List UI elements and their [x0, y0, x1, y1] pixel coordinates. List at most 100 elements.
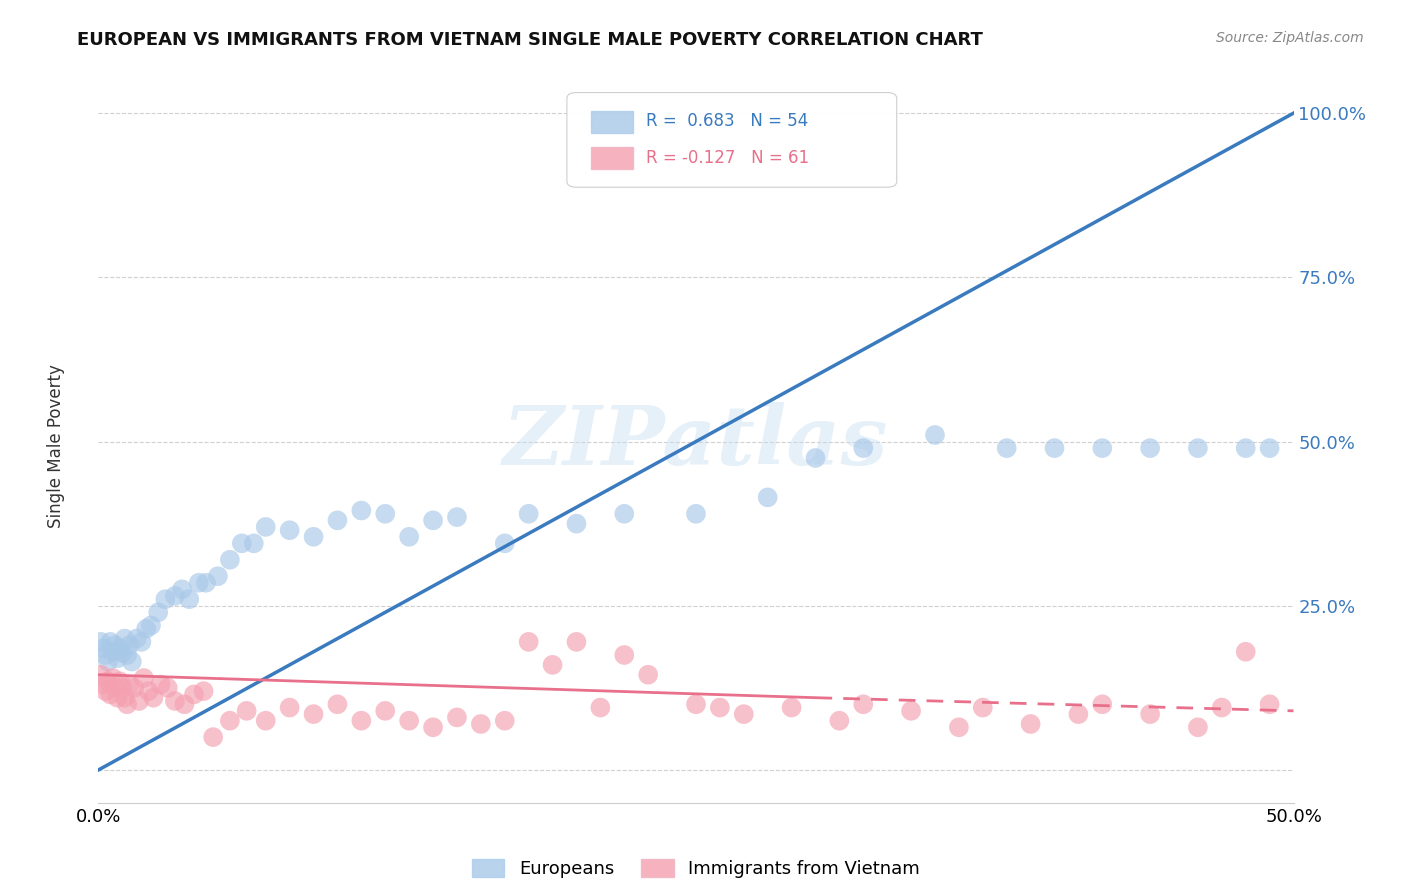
Point [155, 592, 177, 607]
Point [278, 700, 301, 714]
Point [995, 441, 1018, 455]
Point [98, 635, 122, 649]
Point [326, 698, 349, 712]
Point [1187, 441, 1209, 455]
Point [149, 677, 172, 691]
Point [278, 523, 301, 537]
Point [852, 441, 875, 455]
Point [98, 687, 122, 701]
Point [565, 516, 588, 531]
Point [374, 507, 396, 521]
Point [104, 638, 127, 652]
Point [94, 684, 117, 698]
Point [637, 667, 659, 681]
Text: R =  0.683   N = 54: R = 0.683 N = 54 [645, 112, 808, 130]
Point [685, 698, 707, 712]
Point [91, 677, 114, 691]
Point [494, 714, 516, 728]
Point [350, 503, 373, 517]
Point [115, 698, 138, 712]
Point [1234, 645, 1257, 659]
Point [202, 730, 225, 744]
Point [121, 655, 143, 669]
Point [219, 553, 242, 567]
Point [1258, 441, 1281, 455]
Point [1067, 707, 1090, 722]
FancyBboxPatch shape [567, 93, 897, 187]
Text: EUROPEAN VS IMMIGRANTS FROM VIETNAM SINGLE MALE POVERTY CORRELATION CHART: EUROPEAN VS IMMIGRANTS FROM VIETNAM SING… [77, 31, 983, 49]
Point [374, 704, 396, 718]
Point [589, 700, 612, 714]
Point [207, 569, 229, 583]
Point [124, 681, 146, 695]
Point [1187, 720, 1209, 734]
Point [183, 687, 205, 701]
Point [142, 690, 165, 705]
Point [302, 530, 325, 544]
Point [1234, 441, 1257, 455]
Point [107, 651, 129, 665]
Point [1211, 700, 1233, 714]
Text: R = -0.127   N = 61: R = -0.127 N = 61 [645, 149, 808, 167]
Point [565, 635, 588, 649]
Point [254, 714, 277, 728]
Point [179, 592, 201, 607]
Point [350, 714, 373, 728]
Point [709, 700, 731, 714]
Point [97, 655, 120, 669]
Point [172, 582, 194, 597]
Point [91, 641, 114, 656]
Point [90, 667, 112, 681]
Point [756, 491, 779, 505]
Point [231, 536, 253, 550]
Point [446, 710, 468, 724]
Point [1019, 717, 1042, 731]
Point [132, 671, 155, 685]
Point [114, 690, 136, 705]
Text: ZIPatlas: ZIPatlas [503, 401, 889, 482]
Point [1091, 441, 1114, 455]
Point [148, 605, 170, 619]
Point [613, 507, 636, 521]
FancyBboxPatch shape [591, 147, 633, 169]
Point [422, 513, 444, 527]
Point [613, 648, 636, 662]
Point [114, 632, 136, 646]
Point [115, 648, 138, 662]
Point [108, 674, 131, 689]
Point [94, 648, 117, 662]
Point [101, 645, 124, 659]
Point [195, 575, 218, 590]
Point [422, 720, 444, 734]
Point [900, 704, 922, 718]
Point [733, 707, 755, 722]
Point [243, 536, 266, 550]
Point [111, 681, 134, 695]
Point [828, 714, 851, 728]
Point [108, 641, 131, 656]
Point [541, 657, 564, 672]
Point [1139, 707, 1161, 722]
Point [254, 520, 277, 534]
Point [97, 674, 120, 689]
Point [398, 530, 420, 544]
Point [219, 714, 242, 728]
Point [1091, 698, 1114, 712]
Text: Source: ZipAtlas.com: Source: ZipAtlas.com [1216, 31, 1364, 45]
Point [804, 450, 827, 465]
Point [326, 513, 349, 527]
Point [924, 428, 946, 442]
Legend: Europeans, Immigrants from Vietnam: Europeans, Immigrants from Vietnam [465, 852, 927, 886]
Point [852, 698, 875, 712]
Point [187, 575, 209, 590]
Point [1043, 441, 1066, 455]
Point [163, 589, 186, 603]
Point [101, 671, 124, 685]
Point [173, 698, 195, 712]
Point [104, 681, 127, 695]
Point [470, 717, 492, 731]
Point [235, 704, 257, 718]
Point [193, 684, 215, 698]
Point [398, 714, 420, 728]
Point [118, 638, 141, 652]
